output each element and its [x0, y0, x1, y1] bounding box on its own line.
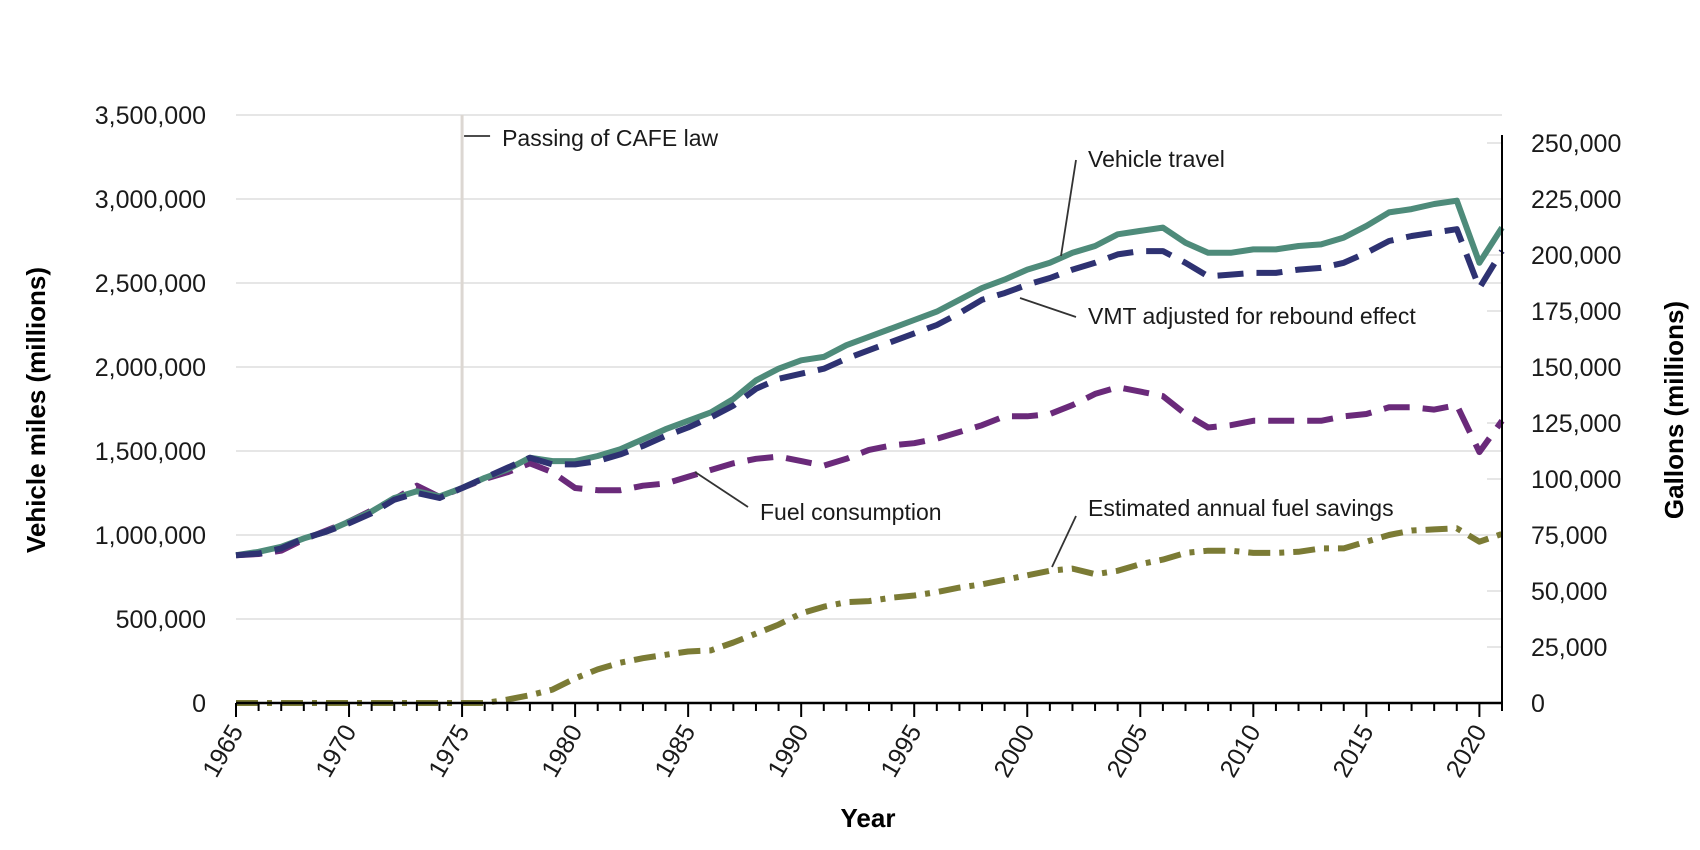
- x-tick-label: 2020: [1441, 720, 1493, 782]
- fuel-savings-leader: [1051, 515, 1077, 568]
- fuel-consumption-line: [235, 384, 1505, 559]
- y-left-tick-label: 2,000,000: [95, 354, 206, 382]
- y-left-tick-label: 500,000: [116, 606, 206, 634]
- y-right-tick-label: 125,000: [1531, 410, 1621, 438]
- y-right-tick-label: 150,000: [1531, 354, 1621, 382]
- y-right-tick-label: 0: [1531, 690, 1545, 718]
- right-gridlines: [1487, 142, 1502, 648]
- y-left-axis-title: Vehicle miles (millions): [21, 267, 51, 553]
- vmt-rebound-label: VMT adjusted for rebound effect: [1088, 303, 1416, 329]
- x-tick-label: 2000: [988, 720, 1040, 782]
- vehicle-travel-line: [235, 197, 1505, 559]
- cafe-law-label: Passing of CAFE law: [502, 125, 718, 151]
- vehicle-travel-leader: [1060, 159, 1077, 257]
- y-left-tick-label: 3,500,000: [95, 102, 206, 130]
- left-gridlines: [236, 114, 1502, 620]
- x-tick-label: 1970: [310, 720, 362, 782]
- right-axis-ticks: 0 25,000 50,000 75,000 100,000 125,000 150,000…: [1531, 130, 1621, 718]
- y-right-axis-title: Gallons (millions): [1659, 301, 1689, 519]
- x-tick-label: 1995: [875, 720, 927, 782]
- x-axis-title: Year: [841, 803, 896, 833]
- y-right-tick-label: 200,000: [1531, 242, 1621, 270]
- y-left-tick-label: 1,000,000: [95, 522, 206, 550]
- y-left-tick-label: 1,500,000: [95, 438, 206, 466]
- x-tick-label: 2015: [1327, 720, 1379, 782]
- x-tick-label: 1965: [197, 720, 249, 782]
- y-right-tick-label: 250,000: [1531, 130, 1621, 158]
- y-right-tick-label: 75,000: [1531, 522, 1607, 550]
- y-right-tick-label: 100,000: [1531, 466, 1621, 494]
- y-right-tick-label: 50,000: [1531, 578, 1607, 606]
- fuel-savings-label: Estimated annual fuel savings: [1088, 495, 1394, 521]
- y-left-tick-label: 3,000,000: [95, 186, 206, 214]
- x-tick-label: 1990: [762, 720, 814, 782]
- vehicle-travel-label: Vehicle travel: [1088, 146, 1225, 172]
- x-tick-label: 1985: [649, 720, 701, 782]
- y-right-tick-label: 175,000: [1531, 298, 1621, 326]
- vmt-rebound-leader: [1019, 297, 1077, 318]
- fuel-savings-line: [236, 525, 1503, 706]
- y-right-tick-label: 225,000: [1531, 186, 1621, 214]
- x-tick-label: 1975: [423, 720, 475, 782]
- x-axis-ticks: 1965 1970 1975 1980 1985 1990 1995 2000 2005 2010…: [197, 703, 1503, 782]
- x-tick-label: 2005: [1101, 720, 1153, 782]
- left-axis-ticks: 0 500,000 1,000,000 1,500,000 2,000,000 2,500…: [95, 102, 206, 718]
- x-tick-label: 2010: [1214, 720, 1266, 782]
- vmt-rebound-line: [235, 226, 1505, 559]
- y-left-tick-label: 2,500,000: [95, 270, 206, 298]
- annotations: Passing of CAFE law Vehicle travel VMT adj…: [464, 125, 1416, 568]
- x-tick-label: 1980: [536, 720, 588, 782]
- y-right-tick-label: 25,000: [1531, 634, 1607, 662]
- fuel-consumption-leader: [694, 471, 749, 508]
- fuel-consumption-label: Fuel consumption: [760, 499, 942, 525]
- y-left-tick-label: 0: [192, 690, 206, 718]
